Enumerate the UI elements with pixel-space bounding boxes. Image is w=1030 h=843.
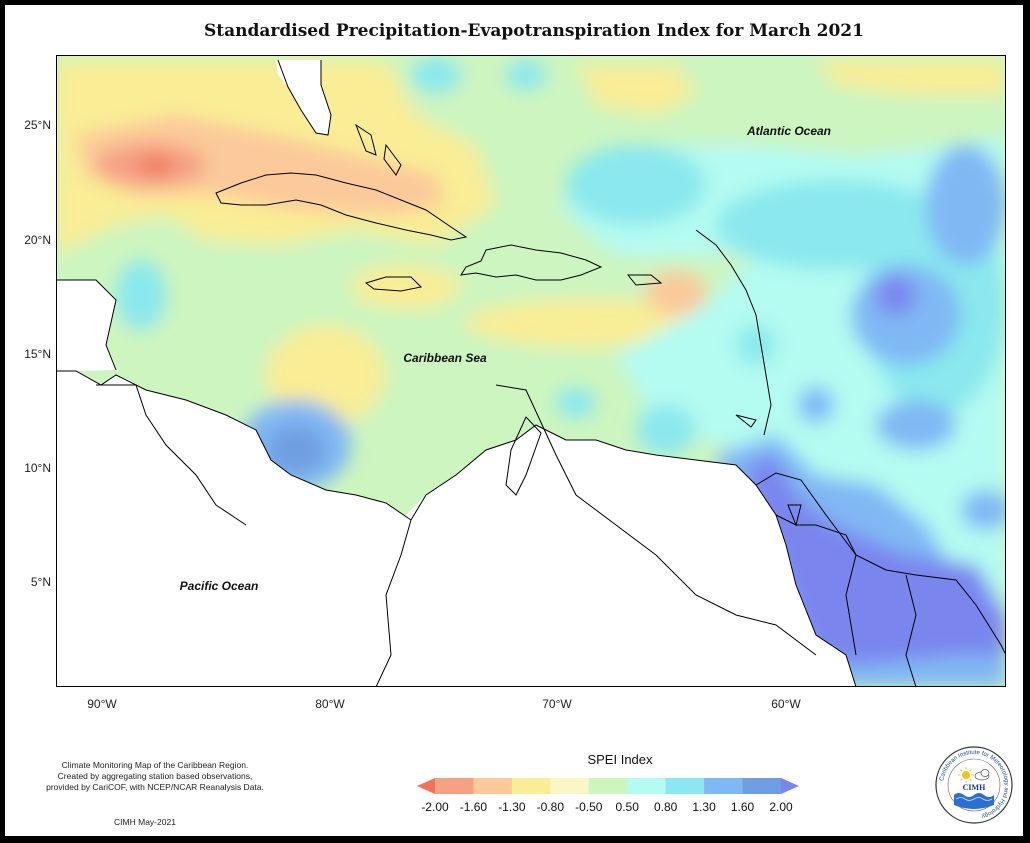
waves-icon bbox=[954, 793, 994, 809]
legend-arrow-low bbox=[417, 778, 435, 794]
lat-label-5n: 5°N bbox=[30, 575, 51, 589]
legend-tick-label: 0.80 bbox=[653, 800, 678, 814]
figure-frame: Standardised Precipitation-Evapotranspir… bbox=[4, 4, 1024, 837]
page-title: Standardised Precipitation-Evapotranspir… bbox=[204, 21, 864, 41]
logo-abbr: CIMH bbox=[963, 783, 986, 792]
map-border bbox=[56, 55, 1006, 687]
lon-label-90w: 90°W bbox=[87, 697, 117, 711]
spei-map: Atlantic Ocean Caribbean Sea Pacific Oce… bbox=[56, 55, 1006, 687]
lon-label-60w: 60°W bbox=[771, 697, 801, 711]
credit-line-2: Created by aggregating station based obs… bbox=[57, 771, 253, 781]
legend-tick-label: -1.60 bbox=[459, 800, 488, 814]
legend-title: SPEI Index bbox=[587, 752, 653, 767]
lon-label-70w: 70°W bbox=[542, 697, 572, 711]
legend-swatch bbox=[435, 778, 474, 794]
lat-label-20n: 20°N bbox=[24, 233, 51, 247]
cimh-logo: Caribbean Institute for Meteorology and … bbox=[935, 746, 1013, 824]
legend-swatch bbox=[588, 778, 628, 794]
legend-swatch bbox=[550, 778, 590, 794]
spei-contours bbox=[56, 57, 1006, 687]
legend-tick-label: -2.00 bbox=[421, 800, 449, 814]
legend-swatch bbox=[704, 778, 744, 794]
legend-swatch bbox=[473, 778, 513, 794]
credit-line-1: Climate Monitoring Map of the Caribbean … bbox=[61, 760, 249, 770]
land-mask bbox=[56, 60, 856, 687]
lat-label-25n: 25°N bbox=[24, 118, 51, 132]
cloud-icon bbox=[974, 769, 990, 781]
legend-tick-label: 1.30 bbox=[692, 800, 716, 814]
legend-tick-label: -1.30 bbox=[498, 800, 526, 814]
legend-tick-label: 1.60 bbox=[730, 800, 755, 814]
legend-tick-label: -0.80 bbox=[536, 800, 564, 814]
legend-swatch bbox=[742, 778, 782, 794]
legend-swatch bbox=[511, 778, 551, 794]
legend-tick-label: 0.50 bbox=[615, 800, 639, 814]
pacific-ocean-label: Pacific Ocean bbox=[180, 579, 259, 593]
legend-swatch bbox=[665, 778, 705, 794]
lon-label-80w: 80°W bbox=[315, 697, 345, 711]
sun-icon bbox=[958, 767, 974, 783]
legend-colorbar bbox=[417, 778, 799, 794]
atlantic-ocean-label: Atlantic Ocean bbox=[746, 124, 831, 138]
legend-arrow-high bbox=[781, 778, 799, 794]
legend-swatch bbox=[627, 778, 667, 794]
coastlines bbox=[56, 59, 1006, 687]
date-stamp: CIMH May-2021 bbox=[114, 817, 176, 827]
credit-line-3: provided by CariCOF, with NCEP/NCAR Rean… bbox=[46, 782, 264, 792]
credit-text: Climate Monitoring Map of the Caribbean … bbox=[25, 760, 285, 793]
lat-label-10n: 10°N bbox=[24, 461, 51, 475]
lat-label-15n: 15°N bbox=[24, 347, 51, 361]
caribbean-sea-label: Caribbean Sea bbox=[403, 351, 487, 365]
legend-tick-label: 2.00 bbox=[769, 800, 793, 814]
legend-tick-label: -0.50 bbox=[575, 800, 603, 814]
